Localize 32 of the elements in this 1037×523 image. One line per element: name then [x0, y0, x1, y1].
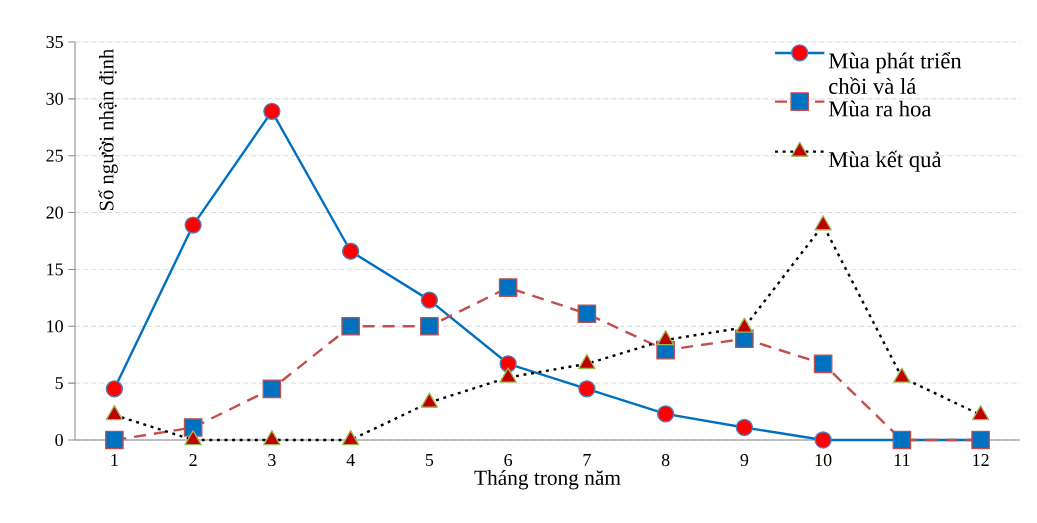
point	[262, 379, 282, 399]
point	[341, 316, 360, 336]
y-axis-title: Số người nhận định	[98, 48, 118, 211]
legend-label: Mùa kết quả	[828, 150, 942, 172]
y-tick-label: 5	[55, 377, 63, 390]
x-tick-label: 6	[504, 454, 513, 467]
x-tick-label: 9	[740, 454, 749, 467]
point	[813, 354, 833, 374]
y-tick-label: 20	[46, 206, 63, 219]
x-tick-label: 10	[815, 454, 832, 467]
x-tick-label: 3	[268, 454, 276, 467]
x-axis-title: Tháng trong năm	[474, 470, 621, 490]
x-tick-label: 4	[346, 454, 355, 466]
x-tick-label: 5	[425, 454, 434, 466]
y-tick-label: 10	[47, 320, 63, 333]
x-tick-label: 8	[661, 454, 670, 467]
y-tick-label: 30	[46, 92, 63, 105]
point	[420, 316, 439, 336]
x-tick-label: 1	[111, 454, 118, 466]
legend-label: Mùa ra hoa	[828, 100, 932, 117]
point	[577, 304, 597, 324]
point	[105, 430, 124, 450]
x-tick-label: 7	[583, 454, 591, 466]
legend-label: Mùa phát triển chồi và lá	[828, 51, 962, 94]
point	[498, 278, 518, 297]
y-tick-label: 25	[46, 149, 63, 162]
y-tick-label: 15	[47, 263, 63, 276]
x-tick-label: 2	[189, 454, 197, 466]
y-tick-label: 35	[46, 35, 63, 49]
x-tick-label: 11	[894, 454, 910, 466]
x-tick-label: 12	[973, 454, 989, 466]
y-tick-label: 0	[55, 433, 63, 447]
